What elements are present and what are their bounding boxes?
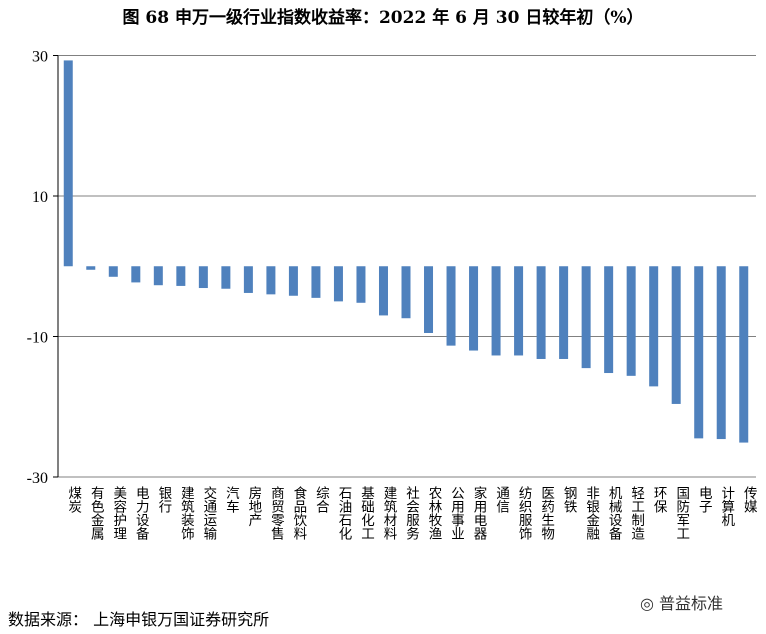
- watermark: ◎ 普益标准: [640, 590, 723, 614]
- chart-title: 图 68 申万一级行业指数收益率：2022 年 6 月 30 日较年初（%）: [122, 8, 644, 28]
- x-tick-label: 家用电器: [471, 485, 488, 541]
- x-tick-label: 国防军工: [673, 486, 690, 540]
- x-tick-label: 公用事业: [448, 486, 465, 540]
- x-tick-label: 交通运输: [200, 485, 217, 541]
- wechat-icon: ◎: [640, 594, 660, 613]
- bar: [604, 266, 614, 374]
- x-tick-label: 美容护理: [110, 486, 127, 540]
- x-tick-label: 汽车: [223, 486, 240, 514]
- source-note: 数据来源： 上海申银万国证券研究所: [8, 610, 270, 629]
- y-tick-label: 30: [32, 49, 48, 66]
- bar: [176, 266, 186, 286]
- bar: [469, 266, 479, 351]
- bar: [153, 266, 163, 286]
- x-tick-label: 石油石化: [335, 486, 352, 541]
- x-tick-label: 食品饮料: [290, 485, 307, 541]
- x-tick-label: 非银金融: [583, 486, 600, 541]
- bar: [401, 266, 411, 319]
- x-tick-label: 煤炭: [65, 486, 82, 514]
- bar: [86, 266, 96, 270]
- x-tick-label: 基础化工: [358, 485, 375, 540]
- bar: [536, 266, 546, 359]
- bar: [671, 266, 681, 404]
- bar: [198, 266, 208, 289]
- x-tick-label: 通信: [493, 486, 510, 514]
- x-tick-label: 房地产: [245, 486, 262, 528]
- x-tick-label: 电力设备: [133, 486, 150, 541]
- x-tick-label: 纺织服饰: [516, 486, 533, 541]
- bar: [221, 266, 231, 289]
- bar: [311, 266, 321, 298]
- bar: [424, 266, 434, 333]
- bar: [716, 266, 726, 440]
- x-tick-label: 机械设备: [606, 486, 623, 541]
- bar: [266, 266, 276, 295]
- bar: [739, 266, 749, 443]
- y-tick-label: -30: [27, 470, 48, 487]
- bar: [446, 266, 456, 346]
- y-tick-label: 10: [32, 189, 48, 206]
- bar: [356, 266, 366, 303]
- bar: [491, 266, 501, 356]
- y-tick-label: -10: [27, 330, 48, 347]
- x-tick-label: 环保: [651, 486, 668, 513]
- x-tick-label: 电子: [696, 486, 713, 514]
- x-tick-label: 传媒: [741, 486, 758, 514]
- bar: [131, 266, 141, 283]
- bar: [288, 266, 298, 296]
- x-tick-label: 商贸零售: [268, 486, 285, 541]
- bar: [108, 266, 118, 277]
- bar: [333, 266, 343, 302]
- x-tick-label: 医药生物: [538, 486, 555, 541]
- bar: [581, 266, 591, 369]
- bar: [626, 266, 636, 376]
- x-tick-label: 综合: [313, 486, 330, 514]
- x-tick-label: 农林牧渔: [426, 486, 443, 541]
- x-tick-label: 钢铁: [561, 486, 578, 514]
- bar: [649, 266, 659, 387]
- x-tick-label: 建筑装饰: [178, 486, 195, 541]
- bar: [514, 266, 524, 356]
- bar: [63, 60, 73, 267]
- x-tick-label: 轻工制造: [628, 486, 645, 542]
- x-tick-label: 社会服务: [403, 486, 420, 541]
- bar: [378, 266, 388, 316]
- x-tick-label: 建筑材料: [380, 486, 397, 541]
- bar: [694, 266, 704, 439]
- bar-chart: 30 10 -10 -30 煤炭 有色金属 美容护理 电力设备 银行 建筑装饰 交通运输 汽车 房地产商…: [27, 49, 758, 542]
- x-tick-label: 有色金属: [88, 486, 105, 541]
- bar: [559, 266, 569, 359]
- bar: [243, 266, 253, 293]
- x-tick-label: 计算机: [718, 486, 735, 528]
- x-tick-label: 银行: [155, 486, 172, 515]
- watermark-text: 普益标准: [659, 594, 724, 613]
